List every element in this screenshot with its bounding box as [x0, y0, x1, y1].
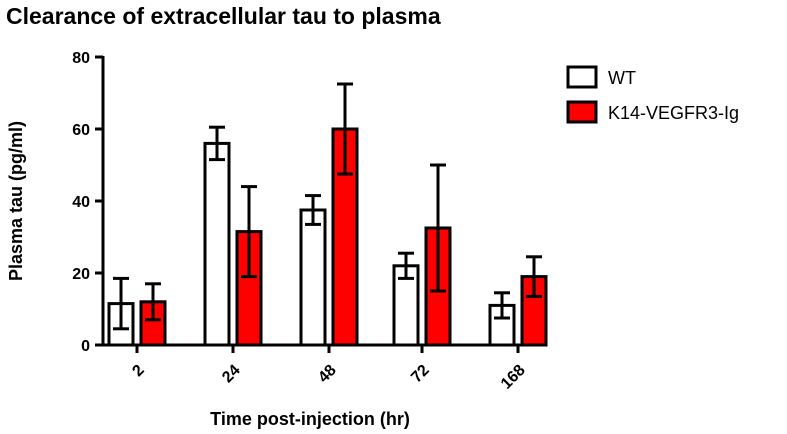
y-axis-label: Plasma tau (pg/ml) — [6, 121, 26, 281]
legend: WT K14-VEGFR3-Ig — [566, 65, 739, 124]
legend-swatch-wt — [566, 65, 598, 89]
x-tick-label-48: 48 — [315, 362, 340, 387]
bar-wt-24 — [203, 141, 231, 347]
y-tick-label-80: 80 — [72, 50, 90, 67]
x-axis-label: Time post-injection (hr) — [210, 409, 410, 429]
legend-label-k14-vegfr3-ig: K14-VEGFR3-Ig — [608, 103, 739, 123]
x-tick-label-168: 168 — [498, 362, 529, 393]
legend-swatch-k14-vegfr3-ig — [566, 100, 598, 124]
chart-title: Clearance of extracellular tau to plasma — [6, 3, 441, 29]
bars — [107, 82, 548, 347]
x-tick-label-2: 2 — [129, 362, 147, 380]
y-tick-label-60: 60 — [72, 122, 90, 139]
y-tick-label-0: 0 — [81, 338, 90, 355]
legend-label-wt: WT — [608, 68, 636, 88]
bar-wt-48 — [299, 208, 327, 347]
x-tick-label-24: 24 — [219, 362, 244, 387]
y-tick-label-20: 20 — [72, 266, 90, 283]
x-tick-label-72: 72 — [408, 362, 433, 387]
y-tick-label-40: 40 — [72, 194, 90, 211]
